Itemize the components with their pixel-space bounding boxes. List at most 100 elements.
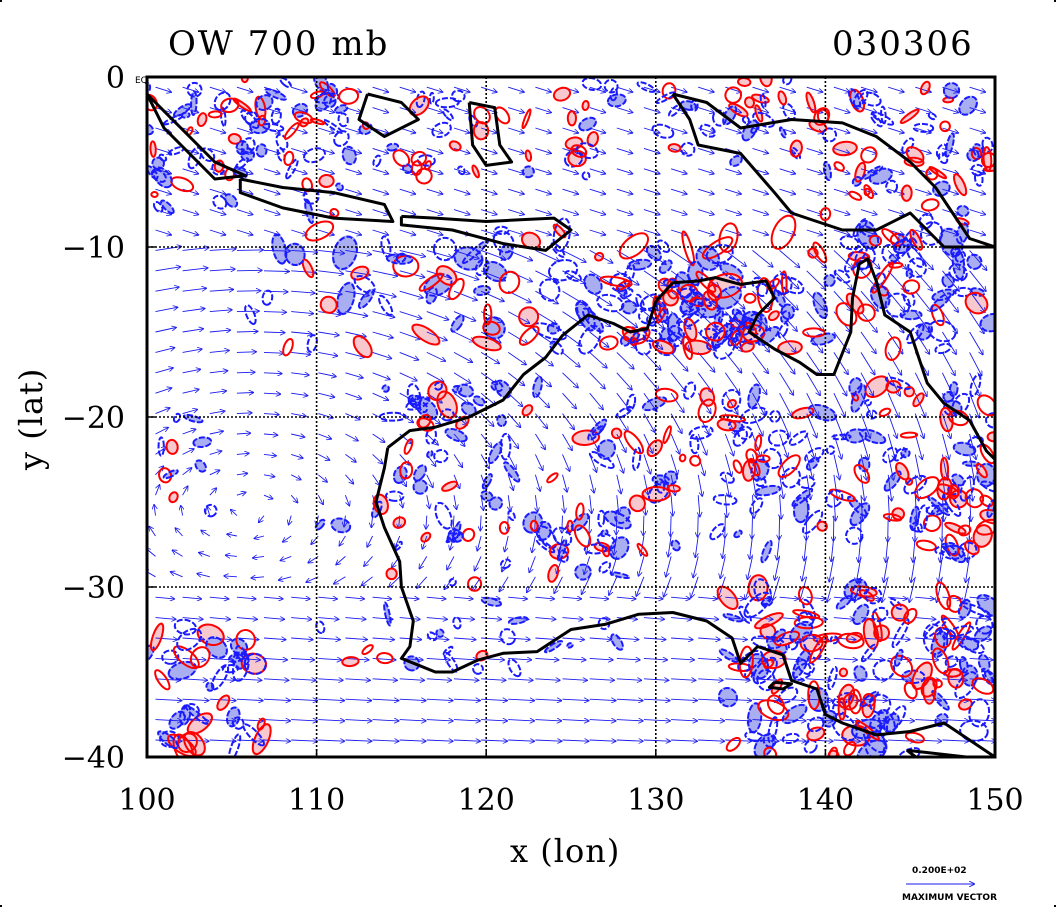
wind-vector: [291, 720, 317, 721]
wind-vector: [182, 468, 192, 476]
wind-vector: [535, 127, 551, 133]
wind-vector: [372, 229, 389, 235]
wind-vector: [695, 535, 699, 557]
wind-vector: [535, 147, 551, 153]
wind-vector: [399, 618, 420, 620]
wind-vector: [372, 454, 383, 463]
wind-vector: [508, 679, 533, 681]
wind-vector: [318, 127, 334, 133]
wind-vector: [508, 188, 524, 194]
wind-vector: [833, 127, 850, 133]
ow-negative-contour: [152, 166, 173, 189]
corner-mark: [0, 0, 2, 2]
wind-vector: [888, 638, 910, 640]
wind-vector: [589, 638, 612, 640]
wind-vector: [969, 311, 984, 334]
wind-vector: [534, 454, 542, 470]
wind-vector: [453, 740, 480, 741]
wind-vector: [806, 679, 832, 681]
wind-vector: [345, 454, 356, 462]
wind-vector: [616, 86, 633, 92]
wind-vector: [724, 433, 733, 456]
wind-vector: [207, 507, 210, 516]
ow-positive-fill: [186, 712, 214, 735]
wind-vector: [209, 147, 226, 153]
y-tick-label: 0: [106, 61, 125, 96]
wind-vector: [345, 679, 370, 681]
ow-negative-fill: [849, 502, 871, 527]
wind-vector: [860, 127, 877, 133]
ow-positive-fill: [899, 108, 920, 124]
wind-vector: [508, 229, 524, 235]
wind-vector: [643, 658, 667, 660]
wind-vector: [833, 454, 840, 479]
wind-vector: [806, 270, 826, 289]
wind-vector: [860, 290, 878, 311]
wind-vector: [833, 209, 850, 215]
wind-vector: [643, 86, 660, 92]
wind-vector: [806, 147, 823, 153]
wind-vector: [806, 229, 823, 235]
wind-vector: [372, 474, 380, 485]
wind-vector: [725, 250, 746, 266]
wind-vector: [389, 576, 401, 587]
x-tick-label: 100: [118, 783, 175, 818]
date-code: 030306: [832, 24, 974, 64]
wind-vector: [171, 572, 183, 578]
wind-vector: [779, 515, 780, 540]
wind-vector: [372, 699, 399, 700]
ow-negative-contour: [151, 156, 165, 171]
wind-vector: [236, 473, 247, 475]
ow-negative-fill: [956, 205, 970, 217]
wind-vector: [752, 720, 779, 721]
wind-vector: [860, 311, 877, 333]
ow-positive-contour: [257, 114, 267, 127]
wind-vector: [616, 352, 634, 368]
y-tick-label: −20: [62, 401, 125, 436]
x-tick-label: 120: [458, 783, 515, 818]
wind-vector: [263, 188, 280, 194]
wind-vector: [671, 515, 672, 536]
wind-vector: [861, 495, 863, 521]
wind-vector: [914, 372, 927, 396]
wind-vector: [779, 433, 788, 457]
wind-vector: [209, 411, 225, 414]
wind-vector: [291, 332, 312, 334]
wind-vector: [589, 209, 606, 215]
wind-vector: [725, 618, 745, 620]
wind-vector: [453, 290, 477, 300]
wind-vector: [209, 699, 236, 700]
wind-vector: [915, 597, 934, 599]
ow-negative-fill: [264, 88, 288, 101]
wind-vector: [698, 597, 717, 599]
wind-vector: [668, 535, 672, 556]
wind-vector: [253, 556, 265, 558]
wind-vector: [589, 474, 594, 493]
wind-vector: [697, 474, 702, 496]
wind-vector: [399, 413, 414, 423]
wind-vector: [259, 515, 265, 523]
wind-vector: [698, 658, 721, 660]
wind-vector: [833, 352, 848, 374]
wind-vector: [616, 720, 643, 721]
wind-vector: [345, 618, 365, 620]
wind-vector: [453, 372, 471, 383]
wind-vector: [263, 373, 282, 374]
ow-negative-fill: [943, 82, 960, 99]
wind-vector: [860, 433, 869, 459]
wind-vector: [318, 290, 341, 294]
wind-vector: [589, 168, 606, 174]
wind-vector: [291, 434, 304, 437]
wind-vector: [887, 352, 901, 374]
wind-vector: [887, 413, 897, 438]
wind-vector: [291, 618, 311, 620]
ow-negative-contour: [385, 142, 400, 152]
wind-vector: [752, 188, 769, 194]
wind-vector: [453, 107, 470, 113]
wind-vector: [372, 290, 396, 297]
wind-vector: [562, 454, 570, 471]
ow-positive-contour: [207, 110, 223, 119]
wind-vector: [399, 188, 416, 194]
wind-vector: [182, 597, 202, 599]
field-title: OW 700 mb: [168, 24, 390, 64]
